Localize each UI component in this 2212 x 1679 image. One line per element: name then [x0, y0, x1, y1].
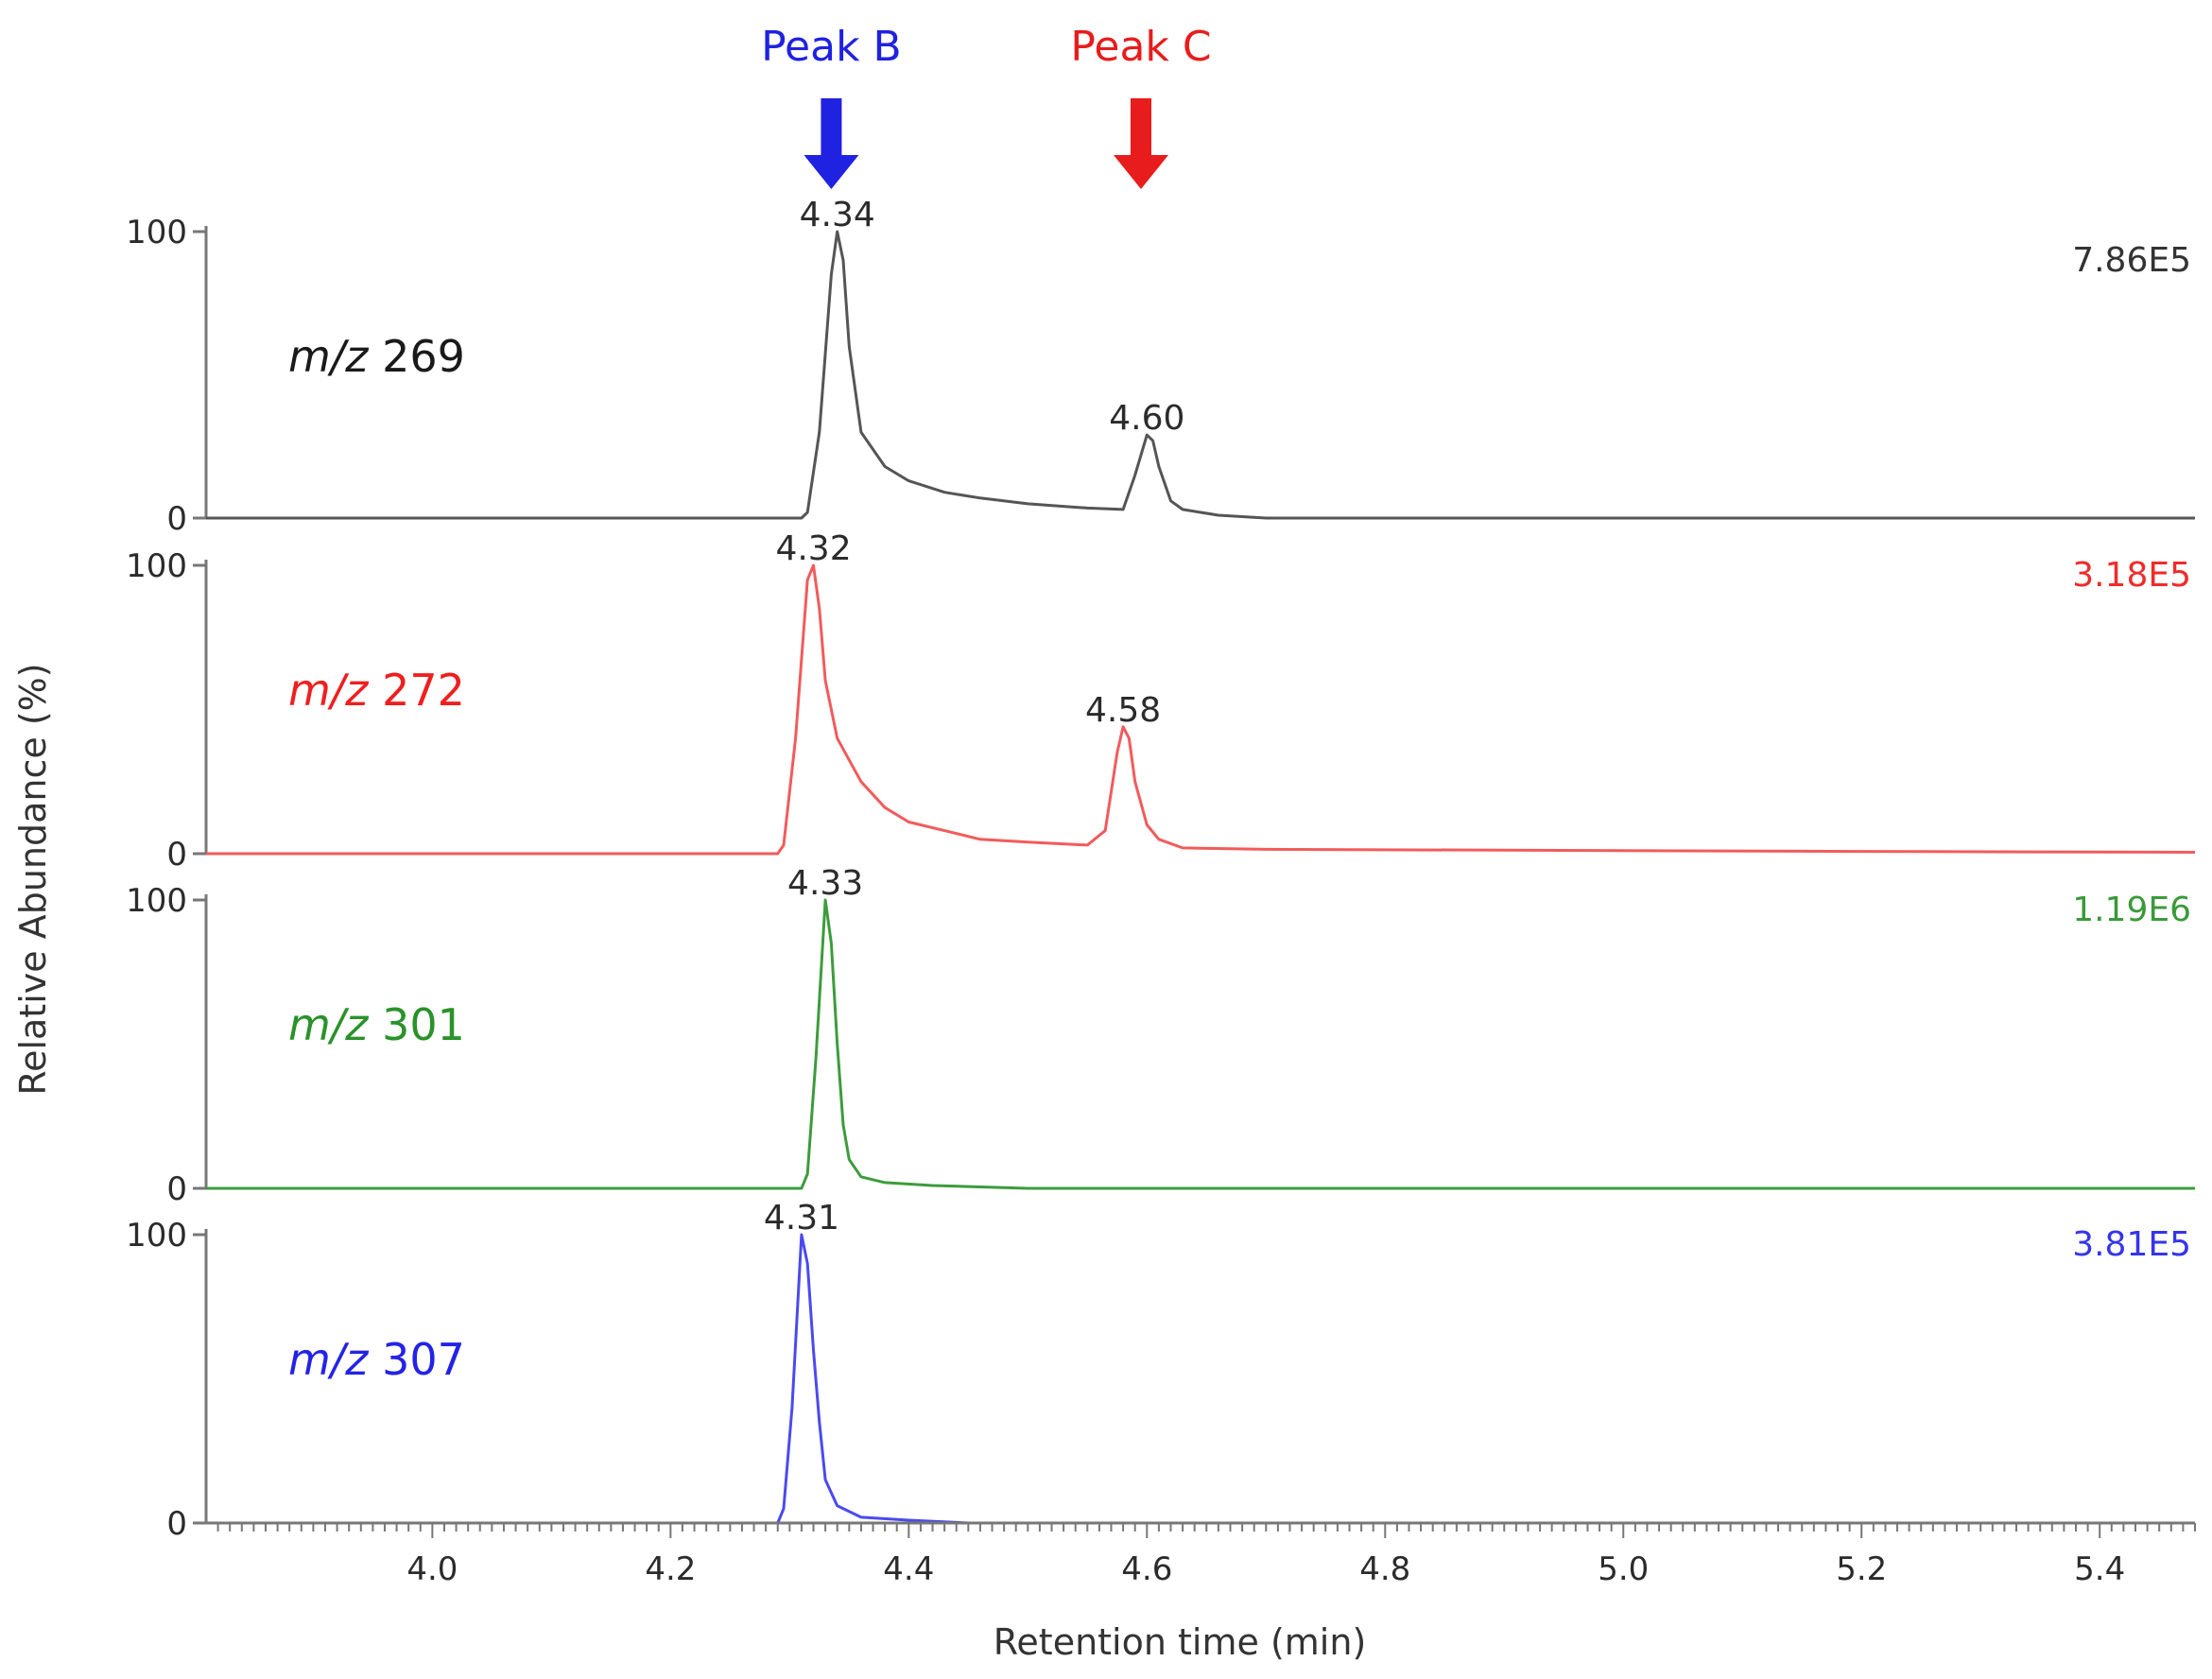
- x-tick-label: 4.4: [883, 1550, 934, 1588]
- panel-269: 100 0 4.34 4.60 m/z 269 7.86E5: [126, 196, 2195, 538]
- ion-label: m/z 269: [288, 331, 465, 382]
- ion-label-prefix: m/z: [288, 1334, 369, 1385]
- trace-line: [206, 898, 2195, 1190]
- peak-arrows-layer: Peak B Peak C: [761, 23, 1212, 189]
- y-axis-title: Relative Abundance (%): [12, 663, 54, 1095]
- x-tick-label: 5.0: [1598, 1550, 1649, 1588]
- y-tick-label: 0: [166, 1505, 187, 1543]
- peak-label: 4.58: [1085, 691, 1161, 730]
- trace-line: [206, 563, 2196, 856]
- ion-label: m/z 272: [288, 665, 465, 716]
- x-tick-label: 5.2: [1836, 1550, 1887, 1588]
- peak-label: 4.34: [800, 196, 875, 234]
- panel-307: 100 0 4.31 m/z 307 3.81E5: [126, 1199, 2195, 1543]
- ion-label: m/z 301: [288, 999, 465, 1050]
- ion-label-prefix: m/z: [288, 331, 369, 382]
- ion-label-value: 307: [368, 1334, 464, 1385]
- x-tick-label: 4.0: [406, 1550, 458, 1588]
- peak-arrow-icon: [1114, 98, 1169, 189]
- scale-label: 1.19E6: [2072, 891, 2191, 929]
- peak-label: 4.33: [787, 864, 863, 903]
- y-tick-label: 100: [126, 882, 187, 920]
- x-tick-label: 4.2: [645, 1550, 696, 1588]
- trace-line: [206, 230, 2195, 520]
- ion-label-value: 269: [368, 331, 464, 382]
- scale-label: 7.86E5: [2072, 241, 2191, 280]
- scale-label: 3.18E5: [2072, 556, 2191, 595]
- y-tick-label: 0: [166, 836, 187, 874]
- y-tick-label: 100: [126, 214, 187, 251]
- panels-layer: 100 0 4.34 4.60 m/z 269 7.86E5 100 0 4.32 4.58 m/z…: [126, 196, 2196, 1543]
- x-tick-label: 4.6: [1121, 1550, 1172, 1588]
- arrow-label: Peak B: [761, 23, 902, 71]
- x-tick-label: 5.4: [2074, 1550, 2125, 1588]
- ion-label-prefix: m/z: [288, 665, 369, 716]
- y-tick-label: 100: [126, 1217, 187, 1255]
- panel-301: 100 0 4.33 m/z 301 1.19E6: [126, 864, 2195, 1208]
- peak-label: 4.60: [1109, 399, 1184, 438]
- ion-label-value: 272: [368, 665, 464, 716]
- peak-label: 4.31: [764, 1199, 839, 1238]
- arrow-label: Peak C: [1070, 23, 1211, 71]
- scale-label: 3.81E5: [2072, 1225, 2191, 1264]
- ion-label-value: 301: [368, 999, 464, 1050]
- x-axis: 4.0 4.2 4.4 4.6 4.8 5.0 5.2 5.4: [206, 1521, 2196, 1588]
- peak-label: 4.32: [775, 529, 851, 568]
- peak-arrow-icon: [804, 98, 859, 189]
- y-tick-label: 0: [166, 1170, 187, 1208]
- x-tick-label: 4.8: [1359, 1550, 1410, 1588]
- ion-label-prefix: m/z: [288, 999, 369, 1050]
- x-axis-title: Retention time (min): [994, 1621, 1367, 1663]
- y-tick-label: 100: [126, 547, 187, 585]
- panel-272: 100 0 4.32 4.58 m/z 272 3.18E5: [126, 529, 2196, 874]
- ion-label: m/z 307: [288, 1334, 465, 1385]
- y-tick-label: 0: [166, 500, 187, 538]
- trace-line: [206, 1233, 2195, 1525]
